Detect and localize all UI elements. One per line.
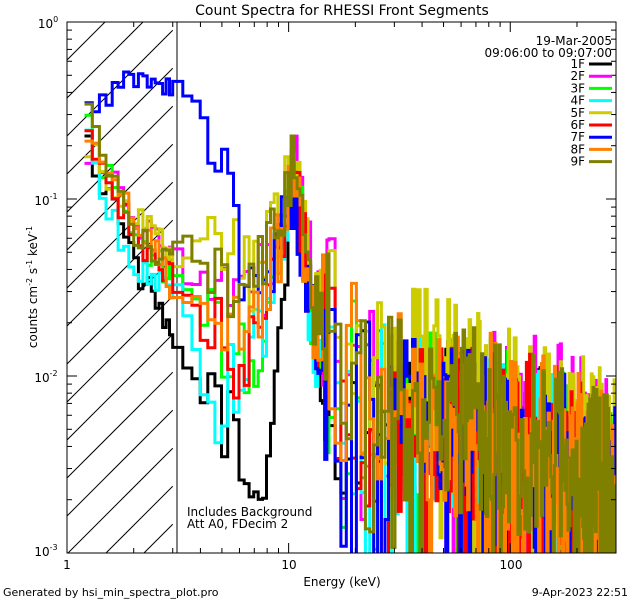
y-tick-label-1e0: 100 [38, 15, 58, 31]
note-attenuator: Att A0, FDecim 2 [187, 517, 288, 531]
hatch-line [67, 29, 174, 137]
hatch-line [67, 333, 174, 441]
legend-label-5F: 5F [570, 106, 585, 120]
series-9F [84, 102, 616, 553]
x-tick-label-100: 100 [500, 558, 523, 572]
hatch-line [67, 22, 144, 99]
x-tick-label-1: 1 [63, 558, 71, 572]
y-tick-label-1e-1: 10-1 [34, 192, 57, 208]
note-background: Includes Background [187, 505, 312, 519]
observation-date: 19-Mar-2005 [536, 34, 612, 48]
footer-timestamp: 9-Apr-2023 22:51 [532, 586, 628, 599]
y-tick-label-1e-2: 10-2 [34, 369, 57, 385]
hatch-line [67, 22, 106, 61]
hatch-line [105, 485, 174, 553]
hatch-line [67, 409, 174, 517]
hatch-line [143, 523, 174, 553]
hatch-line [67, 219, 174, 327]
plot-frame [66, 21, 617, 554]
x-minor-ticks [133, 22, 578, 553]
hatch-line [67, 371, 174, 479]
legend-label-3F: 3F [570, 81, 585, 95]
chart-title: Count Spectra for RHESSI Front Segments [195, 3, 489, 19]
legend-label-6F: 6F [570, 118, 585, 132]
legend-label-4F: 4F [570, 94, 585, 108]
footer-generator: Generated by hsi_min_spectra_plot.pro [3, 586, 219, 599]
y-minor-ticks [67, 29, 616, 554]
background-hatched-region [67, 22, 174, 553]
hatch-line [67, 105, 174, 213]
hatch-line [67, 295, 174, 403]
legend-label-2F: 2F [570, 69, 585, 83]
x-tick-label-10: 10 [281, 558, 296, 572]
x-axis-label: Energy (keV) [303, 575, 380, 589]
series-layer [84, 70, 616, 553]
legend-label-1F: 1F [570, 57, 585, 71]
legend-label-7F: 7F [570, 130, 585, 144]
hatch-line [67, 447, 174, 553]
hatch-line [67, 181, 174, 289]
legend-label-9F: 9F [570, 155, 585, 169]
y-tick-label-1e-3: 10-3 [34, 543, 57, 559]
hatch-line [67, 257, 174, 365]
observation-time-range: 09:06:00 to 09:07:00 [485, 46, 612, 60]
legend-label-8F: 8F [570, 142, 585, 156]
y-axis-label: counts cm-2 s-1 keV-1 [25, 226, 40, 348]
hatch-line [67, 143, 174, 251]
